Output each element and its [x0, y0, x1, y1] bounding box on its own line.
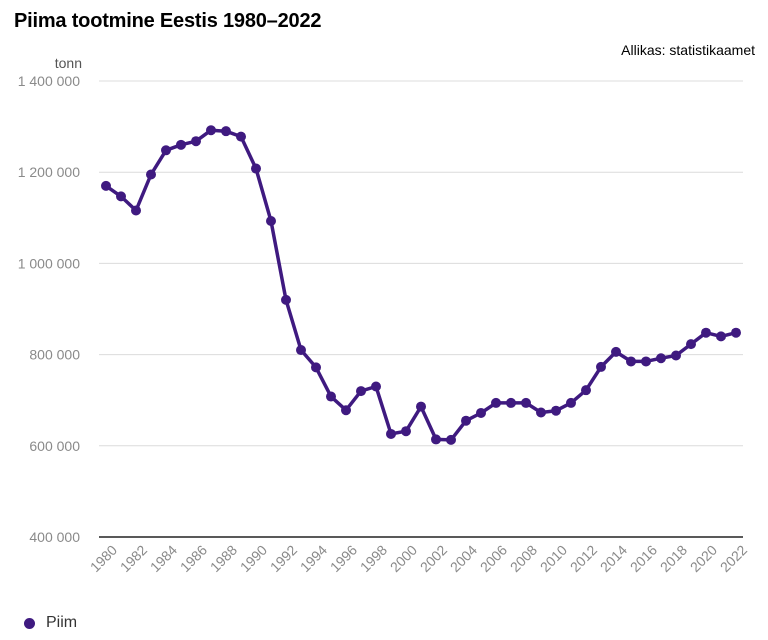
data-point: [536, 407, 546, 418]
x-tick-label: 2000: [387, 542, 420, 575]
legend-label-piim: Piim: [46, 614, 78, 631]
data-point: [221, 126, 231, 137]
x-tick-label: 2018: [657, 542, 690, 575]
data-point: [611, 346, 621, 357]
x-tick-label: 2012: [567, 542, 600, 575]
y-tick-label: 800 000: [29, 347, 80, 363]
data-point: [101, 180, 111, 191]
y-tick-label: 1 400 000: [18, 73, 80, 89]
data-point: [191, 136, 201, 147]
data-point: [251, 163, 261, 174]
x-tick-label: 1990: [237, 542, 270, 575]
data-point: [161, 145, 171, 156]
data-point: [281, 294, 291, 305]
x-tick-label: 1998: [357, 542, 390, 575]
data-point: [686, 339, 696, 350]
y-tick-label: 1 200 000: [18, 164, 80, 180]
data-point: [566, 397, 576, 408]
data-point: [236, 131, 246, 142]
x-tick-label: 1992: [267, 542, 300, 575]
x-tick-label: 1982: [117, 542, 150, 575]
x-tick-label: 2008: [507, 542, 540, 575]
data-point: [176, 139, 186, 150]
grid-lines: [99, 80, 743, 447]
x-tick-label: 1980: [87, 542, 120, 575]
data-point: [491, 397, 501, 408]
y-tick-label: 1 000 000: [18, 255, 80, 271]
data-point: [521, 397, 531, 408]
legend-dot-piim: [24, 617, 35, 629]
line-chart: 400 000 600 000 800 000 1 000 000 1 200 000 1…: [18, 55, 751, 575]
data-point: [341, 405, 351, 416]
data-point: [731, 327, 741, 338]
y-tick-label: 400 000: [29, 529, 80, 545]
x-tick-label: 2020: [687, 542, 720, 575]
data-point: [581, 385, 591, 396]
chart-title: Piima tootmine Eestis 1980–2022: [14, 10, 322, 32]
data-point: [311, 362, 321, 373]
data-point: [266, 215, 276, 226]
data-point: [551, 405, 561, 416]
x-tick-label: 2016: [627, 542, 660, 575]
data-point: [146, 169, 156, 180]
data-point: [671, 350, 681, 361]
data-point: [626, 356, 636, 367]
data-point: [446, 434, 456, 445]
data-point: [416, 401, 426, 412]
data-point: [386, 428, 396, 439]
data-point: [206, 125, 216, 136]
data-point: [401, 426, 411, 437]
x-tick-label: 2002: [417, 542, 450, 575]
data-point: [641, 356, 651, 367]
x-tick-labels: 1980198219841986198819901992199419961998…: [87, 542, 750, 575]
x-tick-label: 2004: [447, 542, 480, 575]
series-points: [101, 125, 741, 445]
x-tick-label: 2010: [537, 542, 570, 575]
data-point: [701, 327, 711, 338]
x-tick-label: 1994: [297, 542, 330, 575]
data-point: [461, 415, 471, 426]
legend: Piim: [24, 614, 77, 632]
data-point: [716, 331, 726, 342]
data-point: [356, 386, 366, 397]
y-tick-labels: 400 000 600 000 800 000 1 000 000 1 200 000 1…: [18, 73, 81, 545]
data-point: [506, 397, 516, 408]
data-point: [116, 191, 126, 202]
data-point: [371, 381, 381, 392]
data-point: [296, 345, 306, 356]
data-point: [431, 434, 441, 445]
x-tick-label: 1986: [177, 542, 210, 575]
source-label: Allikas: statistikaamet: [621, 42, 755, 58]
x-tick-label: 2022: [717, 542, 750, 575]
y-tick-label: 600 000: [29, 438, 80, 454]
y-axis-label: tonn: [55, 55, 82, 71]
x-tick-label: 1984: [147, 542, 180, 575]
x-tick-label: 2014: [597, 542, 630, 575]
x-tick-label: 1996: [327, 542, 360, 575]
data-point: [326, 391, 336, 402]
x-tick-label: 2006: [477, 542, 510, 575]
data-point: [656, 353, 666, 364]
data-point: [596, 361, 606, 372]
data-point: [476, 407, 486, 418]
data-point: [131, 205, 141, 216]
x-tick-label: 1988: [207, 542, 240, 575]
series-line-piim: [104, 128, 738, 442]
